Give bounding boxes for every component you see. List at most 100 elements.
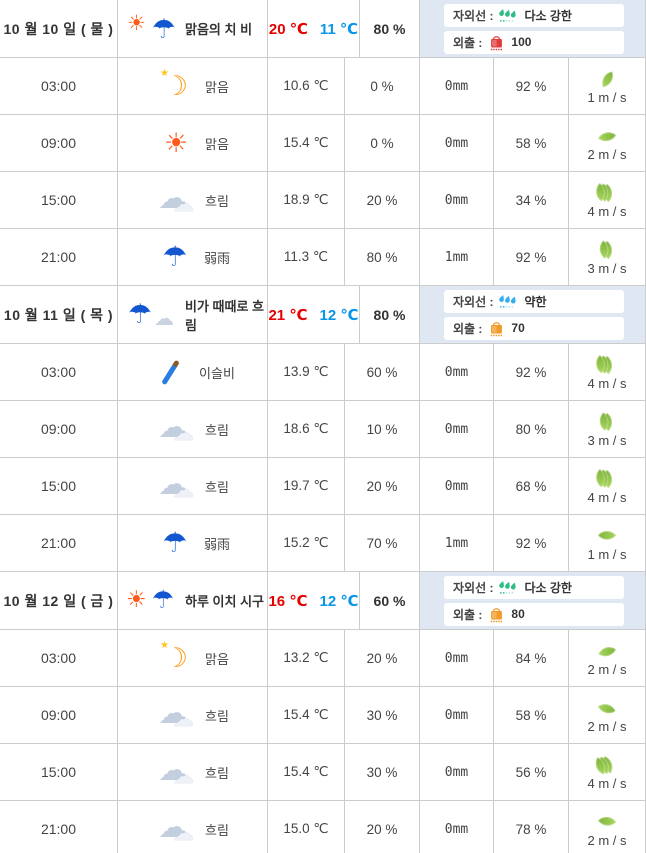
summary-weather-icon: [126, 12, 178, 46]
wind-speed: 1 m / s: [587, 90, 627, 105]
hourly-row: 09:00 맑음 15.4 ℃ 0 % 0mm 58 % 2 m / s: [0, 115, 646, 172]
rain-probability: 10 %: [345, 401, 420, 457]
weather-label: 弱雨: [203, 536, 230, 552]
day-temps-cell: 16 ℃ 12 ℃: [268, 572, 360, 629]
weather-icon: [156, 183, 196, 217]
uv-box: 자외선 : 약한: [444, 289, 624, 313]
low-temp: 12 ℃: [319, 306, 359, 324]
wind-direction-icon: [594, 239, 619, 262]
weather-cell: 맑음: [118, 58, 268, 114]
hourly-row: 21:00 흐림 15.0 ℃ 20 % 0mm 78 % 2 m / s: [0, 801, 646, 853]
humidity: 56 %: [494, 744, 569, 800]
weather-label: 맑음: [205, 136, 229, 152]
outing-bag-icon: [488, 320, 505, 337]
time-label: 15:00: [0, 458, 118, 514]
wind-cell: 2 m / s: [569, 115, 646, 171]
wind-speed: 2 m / s: [587, 662, 627, 677]
precipitation-amount: 0mm: [420, 172, 494, 228]
temperature: 18.6 ℃: [268, 401, 345, 457]
outing-label: 외출 :: [453, 607, 483, 622]
time-label: 09:00: [0, 115, 118, 171]
time-label: 15:00: [0, 172, 118, 228]
hourly-row: 03:00 맑음 13.2 ℃ 20 % 0mm 84 % 2 m / s: [0, 630, 646, 687]
wind-cell: 1 m / s: [569, 515, 646, 571]
rain-probability: 0 %: [345, 58, 420, 114]
temperature: 15.4 ℃: [268, 744, 345, 800]
wind-direction-icon: [591, 754, 617, 775]
time-label: 09:00: [0, 687, 118, 743]
date-label: 10 월 10 일 ( 물 ): [0, 0, 118, 57]
weather-cell: 흐림: [118, 401, 268, 457]
rain-probability: 0 %: [345, 115, 420, 171]
humidity: 34 %: [494, 172, 569, 228]
weather-label: 맑음: [205, 651, 229, 667]
hourly-row: 21:00 弱雨 11.3 ℃ 80 % 1mm 92 % 3 m / s: [0, 229, 646, 286]
weather-icon: [156, 812, 196, 846]
weather-icon: [156, 698, 196, 732]
temperature: 15.4 ℃: [268, 115, 345, 171]
weather-icon: [150, 355, 190, 389]
humidity: 92 %: [494, 515, 569, 571]
precipitation-amount: 0mm: [420, 744, 494, 800]
weather-cell: 맑음: [118, 630, 268, 686]
humidity: 92 %: [494, 344, 569, 400]
wind-cell: 2 m / s: [569, 687, 646, 743]
high-temp: 21 ℃: [268, 306, 308, 324]
weather-label: 흐림: [205, 422, 229, 438]
weather-cell: 흐림: [118, 172, 268, 228]
date-label: 10 월 11 일 ( 목 ): [0, 286, 118, 343]
time-label: 09:00: [0, 401, 118, 457]
wind-direction-icon: [596, 697, 618, 719]
wind-speed: 4 m / s: [587, 776, 627, 791]
wind-direction-icon: [591, 468, 619, 491]
wind-direction-icon: [591, 182, 619, 205]
precipitation-amount: 0mm: [420, 344, 494, 400]
weather-cell: 이슬비: [118, 344, 268, 400]
humidity: 68 %: [494, 458, 569, 514]
wind-leaf: [598, 642, 617, 661]
temperature: 18.9 ℃: [268, 172, 345, 228]
day-extras-panel: 자외선 : 다소 강한 외출 : 80: [420, 572, 646, 629]
weather-label: 흐림: [205, 822, 229, 838]
temperature: 11.3 ℃: [268, 229, 345, 285]
precipitation-amount: 0mm: [420, 401, 494, 457]
high-temp: 20 ℃: [268, 20, 308, 38]
time-label: 03:00: [0, 630, 118, 686]
outing-label: 외출 :: [453, 321, 483, 336]
summary-label: 하루 이치 시구: [185, 594, 264, 609]
wind-cell: 4 m / s: [569, 458, 646, 514]
summary-weather-icon: [126, 584, 178, 618]
wind-speed: 2 m / s: [587, 833, 627, 848]
precipitation-amount: 0mm: [420, 58, 494, 114]
day-header-row: 10 월 12 일 ( 금 ) 하루 이치 시구 16 ℃ 12 ℃ 60 % …: [0, 572, 646, 630]
weather-label: 흐림: [205, 708, 229, 724]
day-rain-probability: 60 %: [360, 572, 420, 629]
day-section: 10 월 12 일 ( 금 ) 하루 이치 시구 16 ℃ 12 ℃ 60 % …: [0, 572, 646, 853]
day-header-row: 10 월 10 일 ( 물 ) 맑음의 치 비 20 ℃ 11 ℃ 80 % 자…: [0, 0, 646, 58]
wind-speed: 2 m / s: [587, 719, 627, 734]
hourly-row: 15:00 흐림 18.9 ℃ 20 % 0mm 34 % 4 m / s: [0, 172, 646, 229]
precipitation-amount: 0mm: [420, 458, 494, 514]
summary-label: 비가 때때로 흐림: [185, 298, 264, 333]
rain-probability: 20 %: [345, 801, 420, 853]
day-rain-probability: 80 %: [360, 286, 420, 343]
wind-leaf: [597, 812, 617, 831]
humidity: 84 %: [494, 630, 569, 686]
rain-probability: 80 %: [345, 229, 420, 285]
date-label: 10 월 12 일 ( 금 ): [0, 572, 118, 629]
precipitation-amount: 0mm: [420, 115, 494, 171]
time-label: 21:00: [0, 515, 118, 571]
weather-cell: 弱雨: [118, 515, 268, 571]
low-temp: 11 ℃: [319, 20, 359, 38]
wind-cell: 4 m / s: [569, 744, 646, 800]
day-summary-cell: 하루 이치 시구: [118, 572, 268, 629]
hourly-row: 03:00 맑음 10.6 ℃ 0 % 0mm 92 % 1 m / s: [0, 58, 646, 115]
rain-probability: 30 %: [345, 687, 420, 743]
wind-leaf: [599, 71, 616, 88]
weather-icon: [156, 412, 196, 446]
wind-speed: 2 m / s: [587, 147, 627, 162]
temperature: 19.7 ℃: [268, 458, 345, 514]
temperature: 15.4 ℃: [268, 687, 345, 743]
wind-cell: 2 m / s: [569, 630, 646, 686]
